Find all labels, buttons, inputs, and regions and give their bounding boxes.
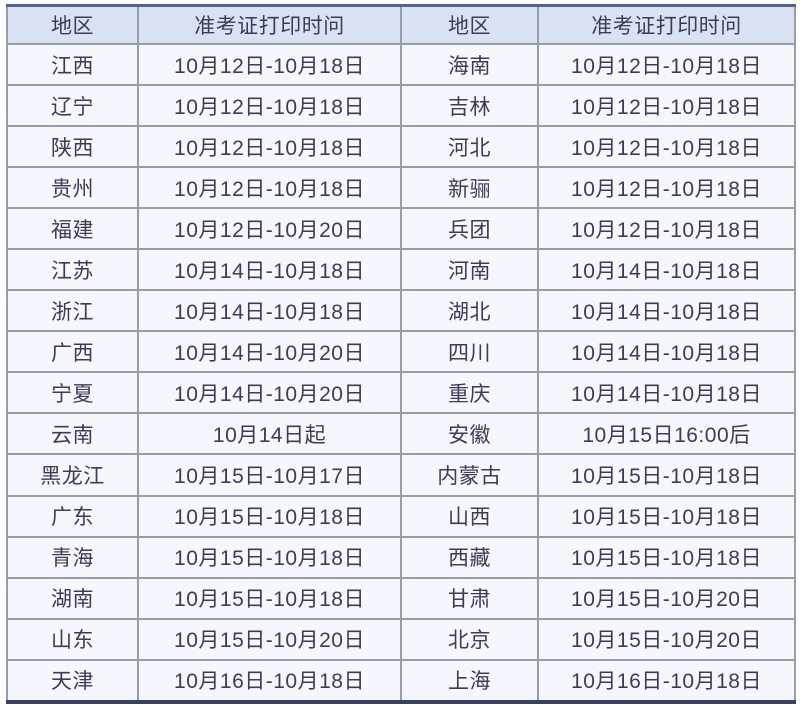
time-cell: 10月15日-10月18日 [137,494,402,538]
region-cell: 青海 [6,535,139,579]
time-cell: 10月15日-10月17日 [137,453,402,497]
region-cell: 吉林 [400,84,539,128]
region-cell: 河北 [400,125,539,169]
time-cell: 10月14日-10月18日 [537,330,796,374]
time-cell: 10月15日-10月18日 [137,576,402,620]
time-cell: 10月12日-10月18日 [537,125,796,169]
table-row: 浙江 10月14日-10月18日 湖北 10月14日-10月18日 [6,289,796,333]
time-cell: 10月15日-10月18日 [537,453,796,497]
time-cell: 10月14日-10月18日 [537,289,796,333]
region-cell: 陕西 [6,125,139,169]
table-row: 宁夏 10月14日-10月20日 重庆 10月14日-10月18日 [6,371,796,415]
time-cell: 10月12日-10月18日 [537,42,796,87]
region-cell: 海南 [400,42,539,87]
header-print-time-left: 准考证打印时问 [137,4,402,45]
time-cell: 10月14日-10月18日 [137,248,402,292]
region-cell: 黑龙江 [6,453,139,497]
time-cell: 10月14日-10月18日 [537,371,796,415]
region-cell: 北京 [400,617,539,661]
time-cell: 10月15日-10月20日 [137,617,402,661]
region-cell: 四川 [400,330,539,374]
admission-ticket-print-time-table: 地区 准考证打印时问 地区 准考证打印时问 江西 10月12日-10月18日 海… [6,4,796,704]
region-cell: 宁夏 [6,371,139,415]
region-cell: 西藏 [400,535,539,579]
table-row: 辽宁 10月12日-10月18日 吉林 10月12日-10月18日 [6,84,796,128]
header-row: 地区 准考证打印时问 地区 准考证打印时问 [6,4,796,45]
region-cell: 江苏 [6,248,139,292]
time-cell: 10月12日-10月18日 [137,166,402,210]
time-cell: 10月14日起 [137,412,402,456]
region-cell: 新骊 [400,166,539,210]
region-cell: 河南 [400,248,539,292]
table-row: 福建 10月12日-10月20日 兵团 10月12日-10月18日 [6,207,796,251]
time-cell: 10月12日-10月18日 [537,84,796,128]
time-cell: 10月12日-10月20日 [137,207,402,251]
time-cell: 10月12日-10月18日 [537,207,796,251]
region-cell: 上海 [400,658,539,704]
time-cell: 10月12日-10月18日 [137,42,402,87]
time-cell: 10月14日-10月20日 [137,330,402,374]
region-cell: 云南 [6,412,139,456]
region-cell: 广东 [6,494,139,538]
region-cell: 安徽 [400,412,539,456]
table-row: 湖南 10月15日-10月18日 甘肃 10月15日-10月20日 [6,576,796,620]
time-cell: 10月16日-10月18日 [137,658,402,704]
time-cell: 10月16日-10月18日 [537,658,796,704]
table-row: 黑龙江 10月15日-10月17日 内蒙古 10月15日-10月18日 [6,453,796,497]
region-cell: 广西 [6,330,139,374]
time-cell: 10月12日-10月18日 [137,125,402,169]
region-cell: 天津 [6,658,139,704]
time-cell: 10月14日-10月20日 [137,371,402,415]
region-cell: 浙江 [6,289,139,333]
region-cell: 湖南 [6,576,139,620]
table-row: 青海 10月15日-10月18日 西藏 10月15日-10月18日 [6,535,796,579]
region-cell: 湖北 [400,289,539,333]
time-cell: 10月12日-10月18日 [537,166,796,210]
time-cell: 10月15日16:00后 [537,412,796,456]
time-cell: 10月15日-10月20日 [537,576,796,620]
region-cell: 山东 [6,617,139,661]
table-row: 云南 10月14日起 安徽 10月15日16:00后 [6,412,796,456]
time-cell: 10月15日-10月18日 [537,494,796,538]
table-row: 天津 10月16日-10月18日 上海 10月16日-10月18日 [6,658,796,704]
time-cell: 10月15日-10月20日 [537,617,796,661]
table-row: 广西 10月14日-10月20日 四川 10月14日-10月18日 [6,330,796,374]
table-row: 贵州 10月12日-10月18日 新骊 10月12日-10月18日 [6,166,796,210]
region-cell: 甘肃 [400,576,539,620]
table-row: 陕西 10月12日-10月18日 河北 10月12日-10月18日 [6,125,796,169]
region-cell: 内蒙古 [400,453,539,497]
region-cell: 重庆 [400,371,539,415]
header-region-left: 地区 [6,4,139,45]
table-row: 山东 10月15日-10月20日 北京 10月15日-10月20日 [6,617,796,661]
table-row: 江西 10月12日-10月18日 海南 10月12日-10月18日 [6,42,796,87]
time-cell: 10月15日-10月18日 [137,535,402,579]
region-cell: 山西 [400,494,539,538]
table-row: 江苏 10月14日-10月18日 河南 10月14日-10月18日 [6,248,796,292]
region-cell: 辽宁 [6,84,139,128]
region-cell: 福建 [6,207,139,251]
region-cell: 江西 [6,42,139,87]
table-row: 广东 10月15日-10月18日 山西 10月15日-10月18日 [6,494,796,538]
time-cell: 10月12日-10月18日 [137,84,402,128]
header-print-time-right: 准考证打印时问 [537,4,796,45]
region-cell: 贵州 [6,166,139,210]
time-cell: 10月14日-10月18日 [537,248,796,292]
region-cell: 兵团 [400,207,539,251]
time-cell: 10月14日-10月18日 [137,289,402,333]
header-region-right: 地区 [400,4,539,45]
time-cell: 10月15日-10月18日 [537,535,796,579]
